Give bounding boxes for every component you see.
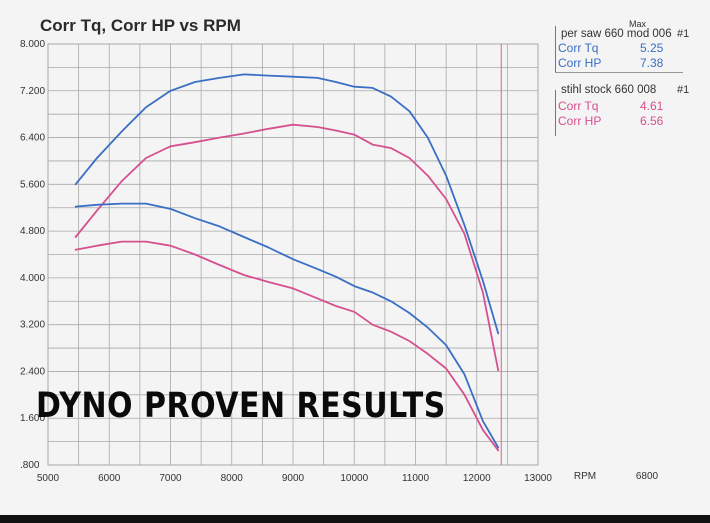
x-tick-label: 8000 [221,473,244,484]
series-line-corr-hp [74,73,500,335]
x-tick-label: 13000 [524,473,552,484]
dyno-proven-results-caption: DYNO PROVEN RESULTS [36,386,446,427]
legend-row-value: 4.61 [640,99,664,113]
legend-header: stihl stock 660 008 [561,84,657,96]
x-axis-label: RPM [574,471,596,482]
x-tick-label: 10000 [340,473,368,484]
legend-row-tq: Corr Tq 5.25 [558,41,663,56]
legend-row-tq: Corr Tq 4.61 [558,99,663,114]
legend-bracket [555,90,556,136]
legend-row-name: Corr HP [558,114,602,128]
legend-row-value: 6.56 [640,114,664,128]
legend-row-hp: Corr HP 6.56 [558,114,663,129]
series-line-corr-hp [74,123,500,372]
x-tick-label: 12000 [463,473,491,484]
legend-max-label: Max [629,19,647,29]
y-tick-label: 4.800 [20,226,45,237]
series-line-corr-tq [74,202,500,449]
legend-divider [555,72,683,73]
y-tick-label: .800 [20,460,40,471]
x-tick-label: 5000 [37,473,60,484]
y-tick-label: 5.600 [20,179,45,190]
x-tick-label: 11000 [402,473,430,484]
y-tick-label: 7.200 [20,86,45,97]
legend-run-number: #1 [677,84,690,96]
legend-header: per saw 660 mod 006 [561,28,672,40]
legend-row-name: Corr Tq [558,41,599,55]
y-tick-label: 6.400 [20,133,45,144]
x-tick-label: 7000 [159,473,182,484]
y-tick-label: 2.400 [20,366,45,377]
legend-bracket [555,26,556,72]
y-tick-label: 4.000 [20,273,45,284]
legend-run-number: #1 [677,28,690,40]
legend-rows: Corr Tq 4.61 Corr HP 6.56 [558,99,663,129]
legend-row-value: 5.25 [640,41,664,55]
legend-row-name: Corr HP [558,56,602,70]
bottom-edge-bar [0,515,710,523]
extra-axis-label: 6800 [636,471,659,482]
y-tick-label: 1.600 [20,413,45,424]
x-tick-label: 6000 [98,473,121,484]
legend-row-value: 7.38 [640,56,664,70]
y-tick-label: 8.000 [20,39,45,50]
chart-title: Corr Tq, Corr HP vs RPM [40,16,241,35]
series-line-corr-tq [74,240,500,452]
y-tick-label: 3.200 [20,320,45,331]
legend-row-hp: Corr HP 7.38 [558,56,663,71]
legend-rows: Corr Tq 5.25 Corr HP 7.38 [558,41,663,71]
x-tick-label: 9000 [282,473,305,484]
legend-row-name: Corr Tq [558,99,599,113]
